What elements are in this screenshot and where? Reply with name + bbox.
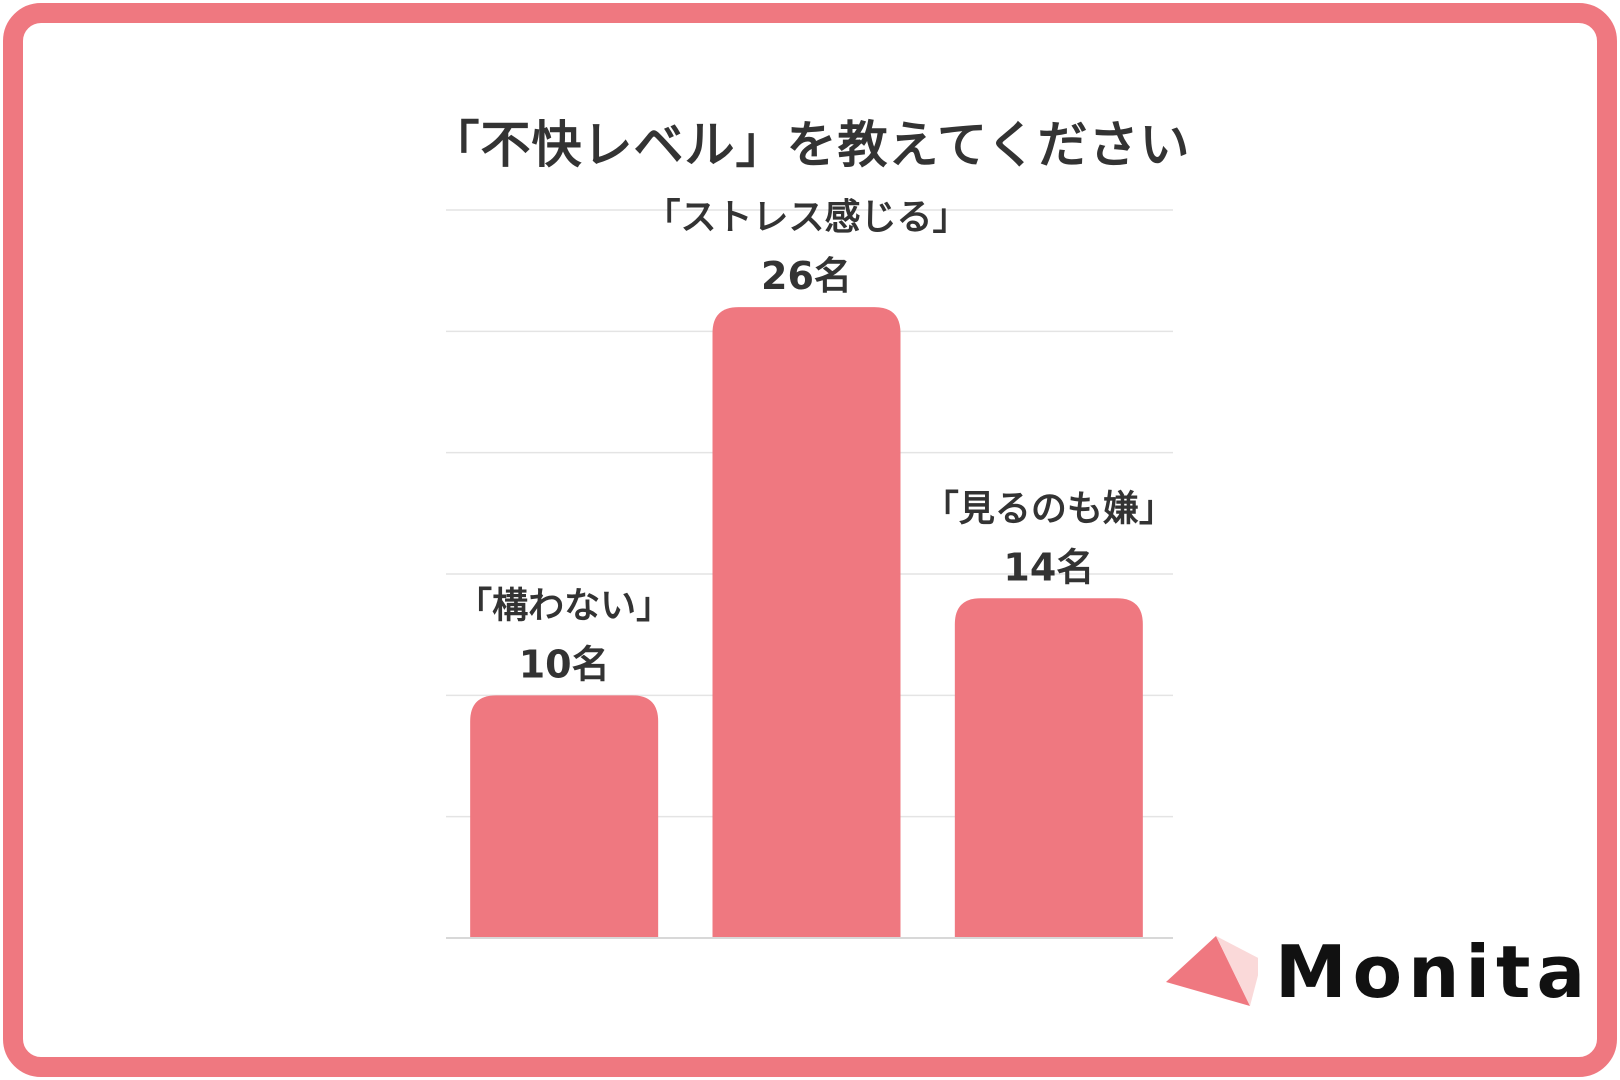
bar-labels: 「構わない」 10名 「ストレス感じる」 26名「見るのも嫌」 14名 <box>456 197 1175 686</box>
bar-2 <box>954 598 1143 938</box>
chart-title: 「不快レベル」を教えてください <box>429 116 1191 174</box>
brand-logo-icon <box>1166 936 1258 1006</box>
bar-0 <box>470 695 659 938</box>
bar-1 <box>712 307 901 939</box>
category-label: 「見るのも嫌」 <box>923 488 1175 529</box>
value-label: 26名 <box>761 254 852 298</box>
value-label: 10名 <box>519 642 610 686</box>
category-label: 「ストレス感じる」 <box>644 197 968 238</box>
value-label: 14名 <box>1003 545 1094 589</box>
category-label: 「構わない」 <box>456 585 672 626</box>
brand-logo-text: Monita <box>1275 930 1592 1014</box>
bars <box>470 307 1143 939</box>
